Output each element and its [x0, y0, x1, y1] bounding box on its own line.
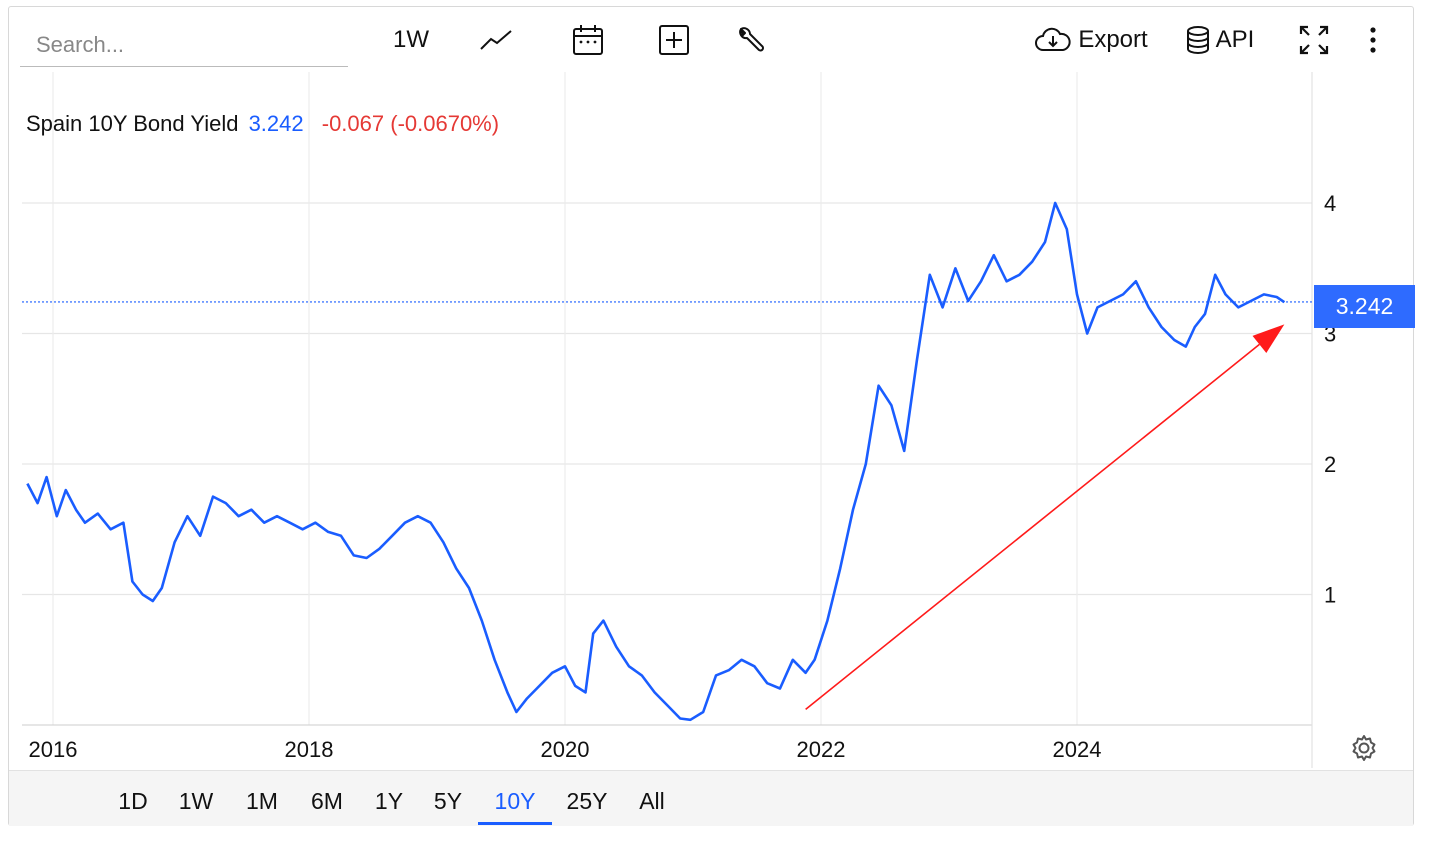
range-button-25y[interactable]: 25Y — [566, 788, 608, 814]
trend-arrow-head — [1252, 324, 1285, 353]
api-button[interactable]: API — [1182, 18, 1258, 62]
y-tick-label: 4 — [1324, 191, 1336, 216]
x-tick-label: 2018 — [285, 737, 334, 762]
y-tick-label: 1 — [1324, 583, 1336, 608]
database-icon — [1186, 26, 1209, 54]
range-button-1w[interactable]: 1W — [178, 788, 214, 814]
chart-header: Spain 10Y Bond Yield 3.242 -0.067 (-0.06… — [26, 111, 499, 137]
current-value: 3.242 — [248, 111, 304, 136]
chart-toolbar: 1W Export — [0, 0, 1456, 80]
range-button-1d[interactable]: 1D — [118, 788, 148, 814]
export-label: Export — [1078, 26, 1148, 53]
date-range-button[interactable] — [568, 18, 608, 62]
range-button-all[interactable]: All — [639, 788, 665, 814]
range-button-6m[interactable]: 6M — [311, 788, 343, 814]
more-menu-button[interactable] — [1360, 18, 1386, 62]
trend-arrow-line — [805, 343, 1260, 710]
cloud-download-icon — [1035, 27, 1071, 51]
y-tick-label: 2 — [1324, 452, 1336, 477]
export-button[interactable]: Export — [1030, 18, 1152, 62]
search-input[interactable] — [20, 26, 348, 64]
line-chart-icon — [480, 30, 512, 50]
x-tick-label: 2022 — [797, 737, 846, 762]
chart-type-button[interactable] — [476, 18, 516, 62]
last-price-tag: 3.242 — [1314, 285, 1415, 328]
x-tick-label: 2016 — [29, 737, 78, 762]
x-tick-label: 2020 — [541, 737, 590, 762]
fullscreen-button[interactable] — [1294, 18, 1334, 62]
range-button-1y[interactable]: 1Y — [374, 788, 404, 814]
yield-series-line — [26, 201, 1286, 722]
wrench-icon — [739, 27, 764, 52]
interval-label: 1W — [393, 26, 429, 53]
gear-icon[interactable] — [1349, 733, 1379, 763]
plus-square-icon — [659, 25, 689, 55]
active-range-underline — [478, 822, 552, 825]
fullscreen-icon — [1299, 25, 1329, 55]
interval-button[interactable]: 1W — [386, 18, 436, 62]
more-vertical-icon — [1370, 27, 1376, 53]
price-change: -0.067 (-0.0670%) — [321, 111, 500, 136]
range-button-5y[interactable]: 5Y — [433, 788, 463, 814]
calendar-icon — [573, 25, 603, 55]
api-label: API — [1215, 26, 1255, 53]
add-indicator-button[interactable] — [656, 18, 692, 62]
range-button-10y[interactable]: 10Y — [494, 788, 536, 814]
search-box[interactable] — [20, 26, 348, 67]
range-button-1m[interactable]: 1M — [246, 788, 278, 814]
instrument-name: Spain 10Y Bond Yield — [26, 111, 239, 136]
x-tick-label: 2024 — [1053, 737, 1102, 762]
range-selector-bar — [9, 770, 1413, 826]
settings-tools-button[interactable] — [732, 18, 768, 62]
